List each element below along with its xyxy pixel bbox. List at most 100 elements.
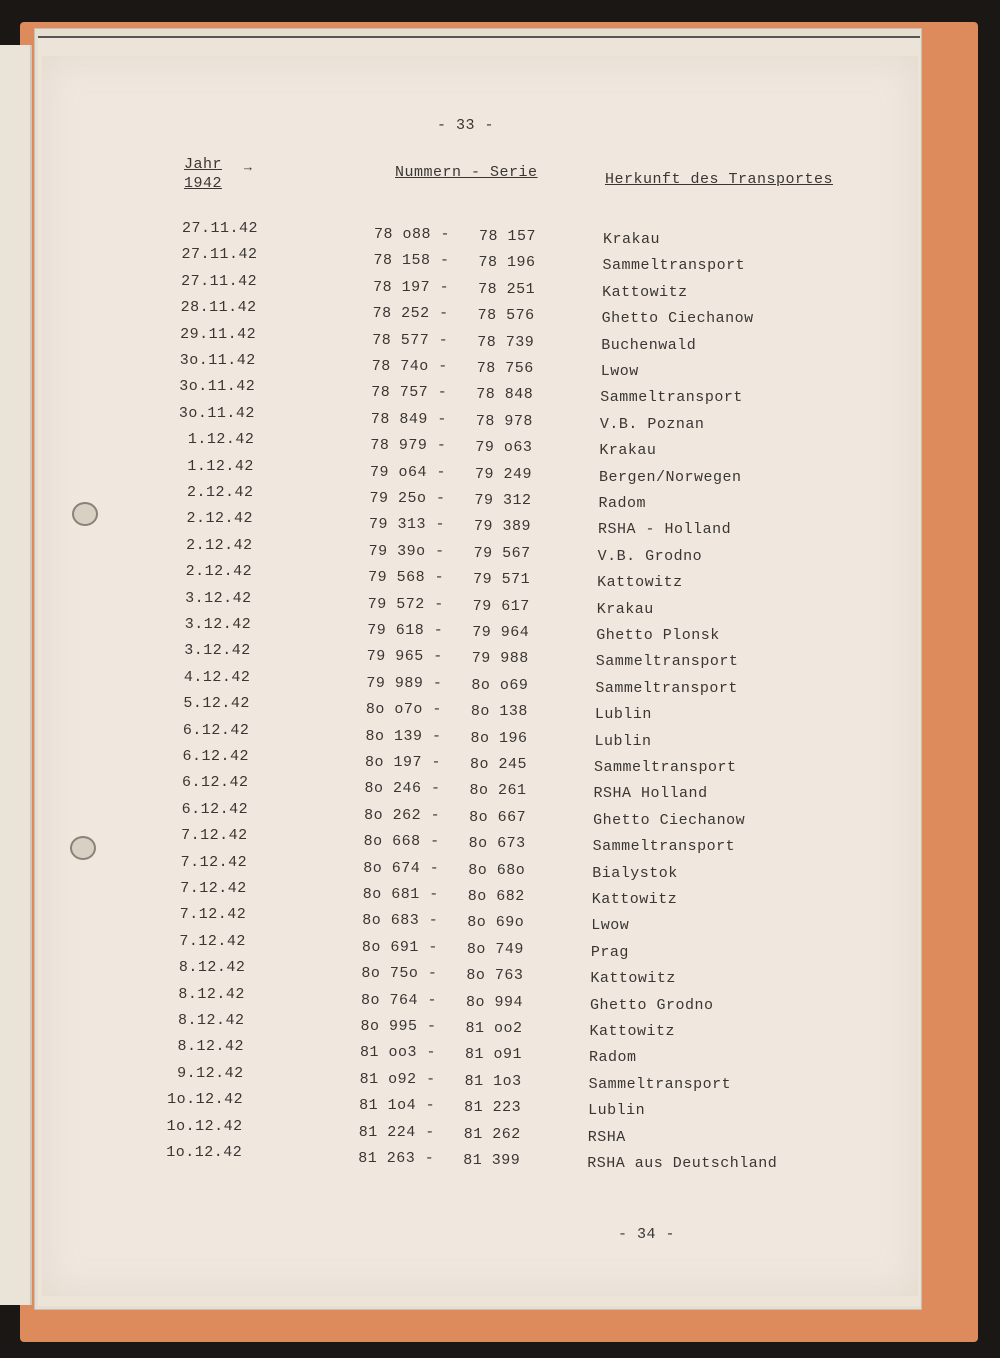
date-cell: 8.12.42: [178, 985, 245, 1003]
number-from-cell: 8o 75o -: [361, 965, 438, 983]
year-label: Jahr: [184, 156, 223, 173]
number-to-cell: 79 249: [474, 465, 532, 483]
number-to-cell: 79 988: [471, 650, 529, 668]
number-from-cell: 81 o92 -: [359, 1070, 436, 1088]
number-from-cell: 8o 668 -: [363, 833, 440, 851]
number-from-cell: 8o 995 -: [360, 1018, 437, 1035]
number-from-cell: 78 577 -: [372, 331, 449, 349]
origin-cell: Kattowitz: [602, 283, 688, 301]
origin-cell: Krakau: [596, 600, 654, 618]
number-from-cell: 79 o64 -: [369, 463, 446, 481]
number-from-cell: 79 572 -: [367, 595, 444, 613]
date-cell: 7.12.42: [181, 827, 248, 845]
origin-cell: Ghetto Plonsk: [596, 627, 720, 644]
number-from-cell: 79 39o -: [368, 542, 445, 560]
number-to-cell: 78 978: [475, 412, 533, 430]
date-cell: 2.12.42: [186, 536, 253, 554]
date-cell: 6.12.42: [182, 774, 249, 792]
number-to-cell: 79 617: [472, 597, 530, 615]
number-to-cell: 8o 245: [470, 756, 528, 773]
date-cell: 6.12.42: [181, 800, 249, 818]
origin-cell: RSHA aus Deutschland: [587, 1155, 778, 1172]
number-from-cell: 8o 764 -: [360, 991, 437, 1009]
number-from-cell: 8o 681 -: [362, 886, 439, 903]
origin-cell: V.B. Poznan: [599, 415, 705, 433]
number-to-cell: 79 389: [474, 518, 532, 536]
date-cell: 8.12.42: [178, 959, 246, 977]
punch-hole: [72, 502, 98, 526]
date-cell: 27.11.42: [181, 220, 258, 237]
number-to-cell: 8o 994: [465, 993, 523, 1011]
number-to-cell: 78 196: [478, 254, 536, 272]
number-from-cell: 81 oo3 -: [360, 1044, 437, 1062]
origin-cell: Prag: [590, 943, 629, 961]
date-cell: 3.12.42: [184, 616, 252, 633]
number-from-cell: 79 965 -: [366, 648, 443, 666]
date-cell: 3o.11.42: [178, 404, 255, 422]
number-from-cell: 78 979 -: [370, 437, 447, 455]
number-series-header: Nummern - Serie: [395, 164, 538, 181]
origin-cell: Lublin: [594, 706, 652, 724]
number-from-cell: 8o 197 -: [365, 754, 442, 771]
number-to-cell: 8o 667: [469, 808, 527, 826]
date-cell: 29.11.42: [180, 325, 257, 343]
origin-cell: Sammeltransport: [602, 257, 746, 275]
number-from-cell: 78 74o -: [371, 358, 448, 375]
number-to-cell: 81 223: [464, 1099, 522, 1117]
number-from-cell: 79 25o -: [369, 490, 446, 507]
date-cell: 4.12.42: [183, 668, 251, 686]
number-from-cell: 81 263 -: [358, 1150, 435, 1167]
number-to-cell: 8o 69o: [467, 914, 525, 932]
origin-cell: Kattowitz: [597, 574, 683, 592]
number-to-cell: 78 576: [477, 307, 535, 325]
number-to-cell: 78 739: [477, 333, 535, 351]
number-to-cell: 79 567: [473, 544, 531, 562]
number-from-cell: 8o 674 -: [363, 859, 440, 877]
document-page: [42, 56, 918, 1296]
origin-cell: RSHA - Holland: [598, 521, 732, 539]
number-to-cell: 8o 196: [470, 729, 528, 747]
number-from-cell: 81 1o4 -: [359, 1097, 436, 1115]
origin-cell: Sammeltransport: [600, 389, 743, 407]
number-to-cell: 79 964: [472, 624, 530, 641]
number-from-cell: 79 618 -: [367, 622, 444, 639]
number-from-cell: 78 849 -: [370, 410, 447, 428]
origin-cell: Buchenwald: [601, 336, 697, 354]
number-to-cell: 81 oo2: [465, 1020, 523, 1037]
origin-cell: Kattowitz: [591, 891, 678, 908]
number-from-cell: 78 757 -: [371, 384, 448, 402]
arrow-mark-icon: →: [244, 160, 253, 175]
number-to-cell: 8o 68o: [468, 861, 526, 879]
origin-cell: Lublin: [588, 1102, 646, 1120]
number-to-cell: 79 o63: [475, 439, 533, 457]
origin-cell: V.B. Grodno: [597, 547, 703, 565]
date-cell: 6.12.42: [182, 748, 249, 765]
date-cell: 2.12.42: [186, 510, 254, 528]
number-to-cell: 79 571: [473, 571, 531, 589]
punch-hole: [70, 836, 96, 860]
date-cell: 2.12.42: [186, 484, 254, 501]
number-to-cell: 8o 673: [468, 835, 526, 853]
number-from-cell: 79 568 -: [368, 569, 445, 587]
number-to-cell: 78 756: [476, 360, 534, 377]
number-to-cell: 81 o91: [465, 1046, 523, 1064]
origin-cell: Bialystok: [592, 864, 678, 882]
adjacent-page: [0, 45, 32, 1305]
page-number-top: - 33 -: [437, 117, 495, 134]
date-cell: 6.12.42: [182, 721, 250, 739]
number-from-cell: 78 252 -: [372, 305, 449, 323]
number-from-cell: 8o 691 -: [361, 938, 438, 956]
date-cell: 3o.11.42: [179, 378, 256, 396]
origin-cell: RSHA: [587, 1128, 626, 1146]
number-to-cell: 78 848: [476, 386, 534, 404]
origin-cell: Lublin: [594, 732, 652, 750]
number-to-cell: 81 1o3: [464, 1072, 522, 1090]
date-cell: 7.12.42: [180, 880, 247, 897]
number-from-cell: 78 158 -: [373, 252, 450, 270]
origin-cell: Ghetto Ciechanow: [593, 811, 746, 829]
origin-cell: Sammeltransport: [592, 838, 736, 856]
origin-cell: Lwow: [600, 363, 639, 380]
origin-header: Herkunft des Transportes: [605, 171, 834, 188]
number-from-cell: 8o 139 -: [365, 727, 442, 745]
origin-cell: Sammeltransport: [595, 653, 739, 671]
